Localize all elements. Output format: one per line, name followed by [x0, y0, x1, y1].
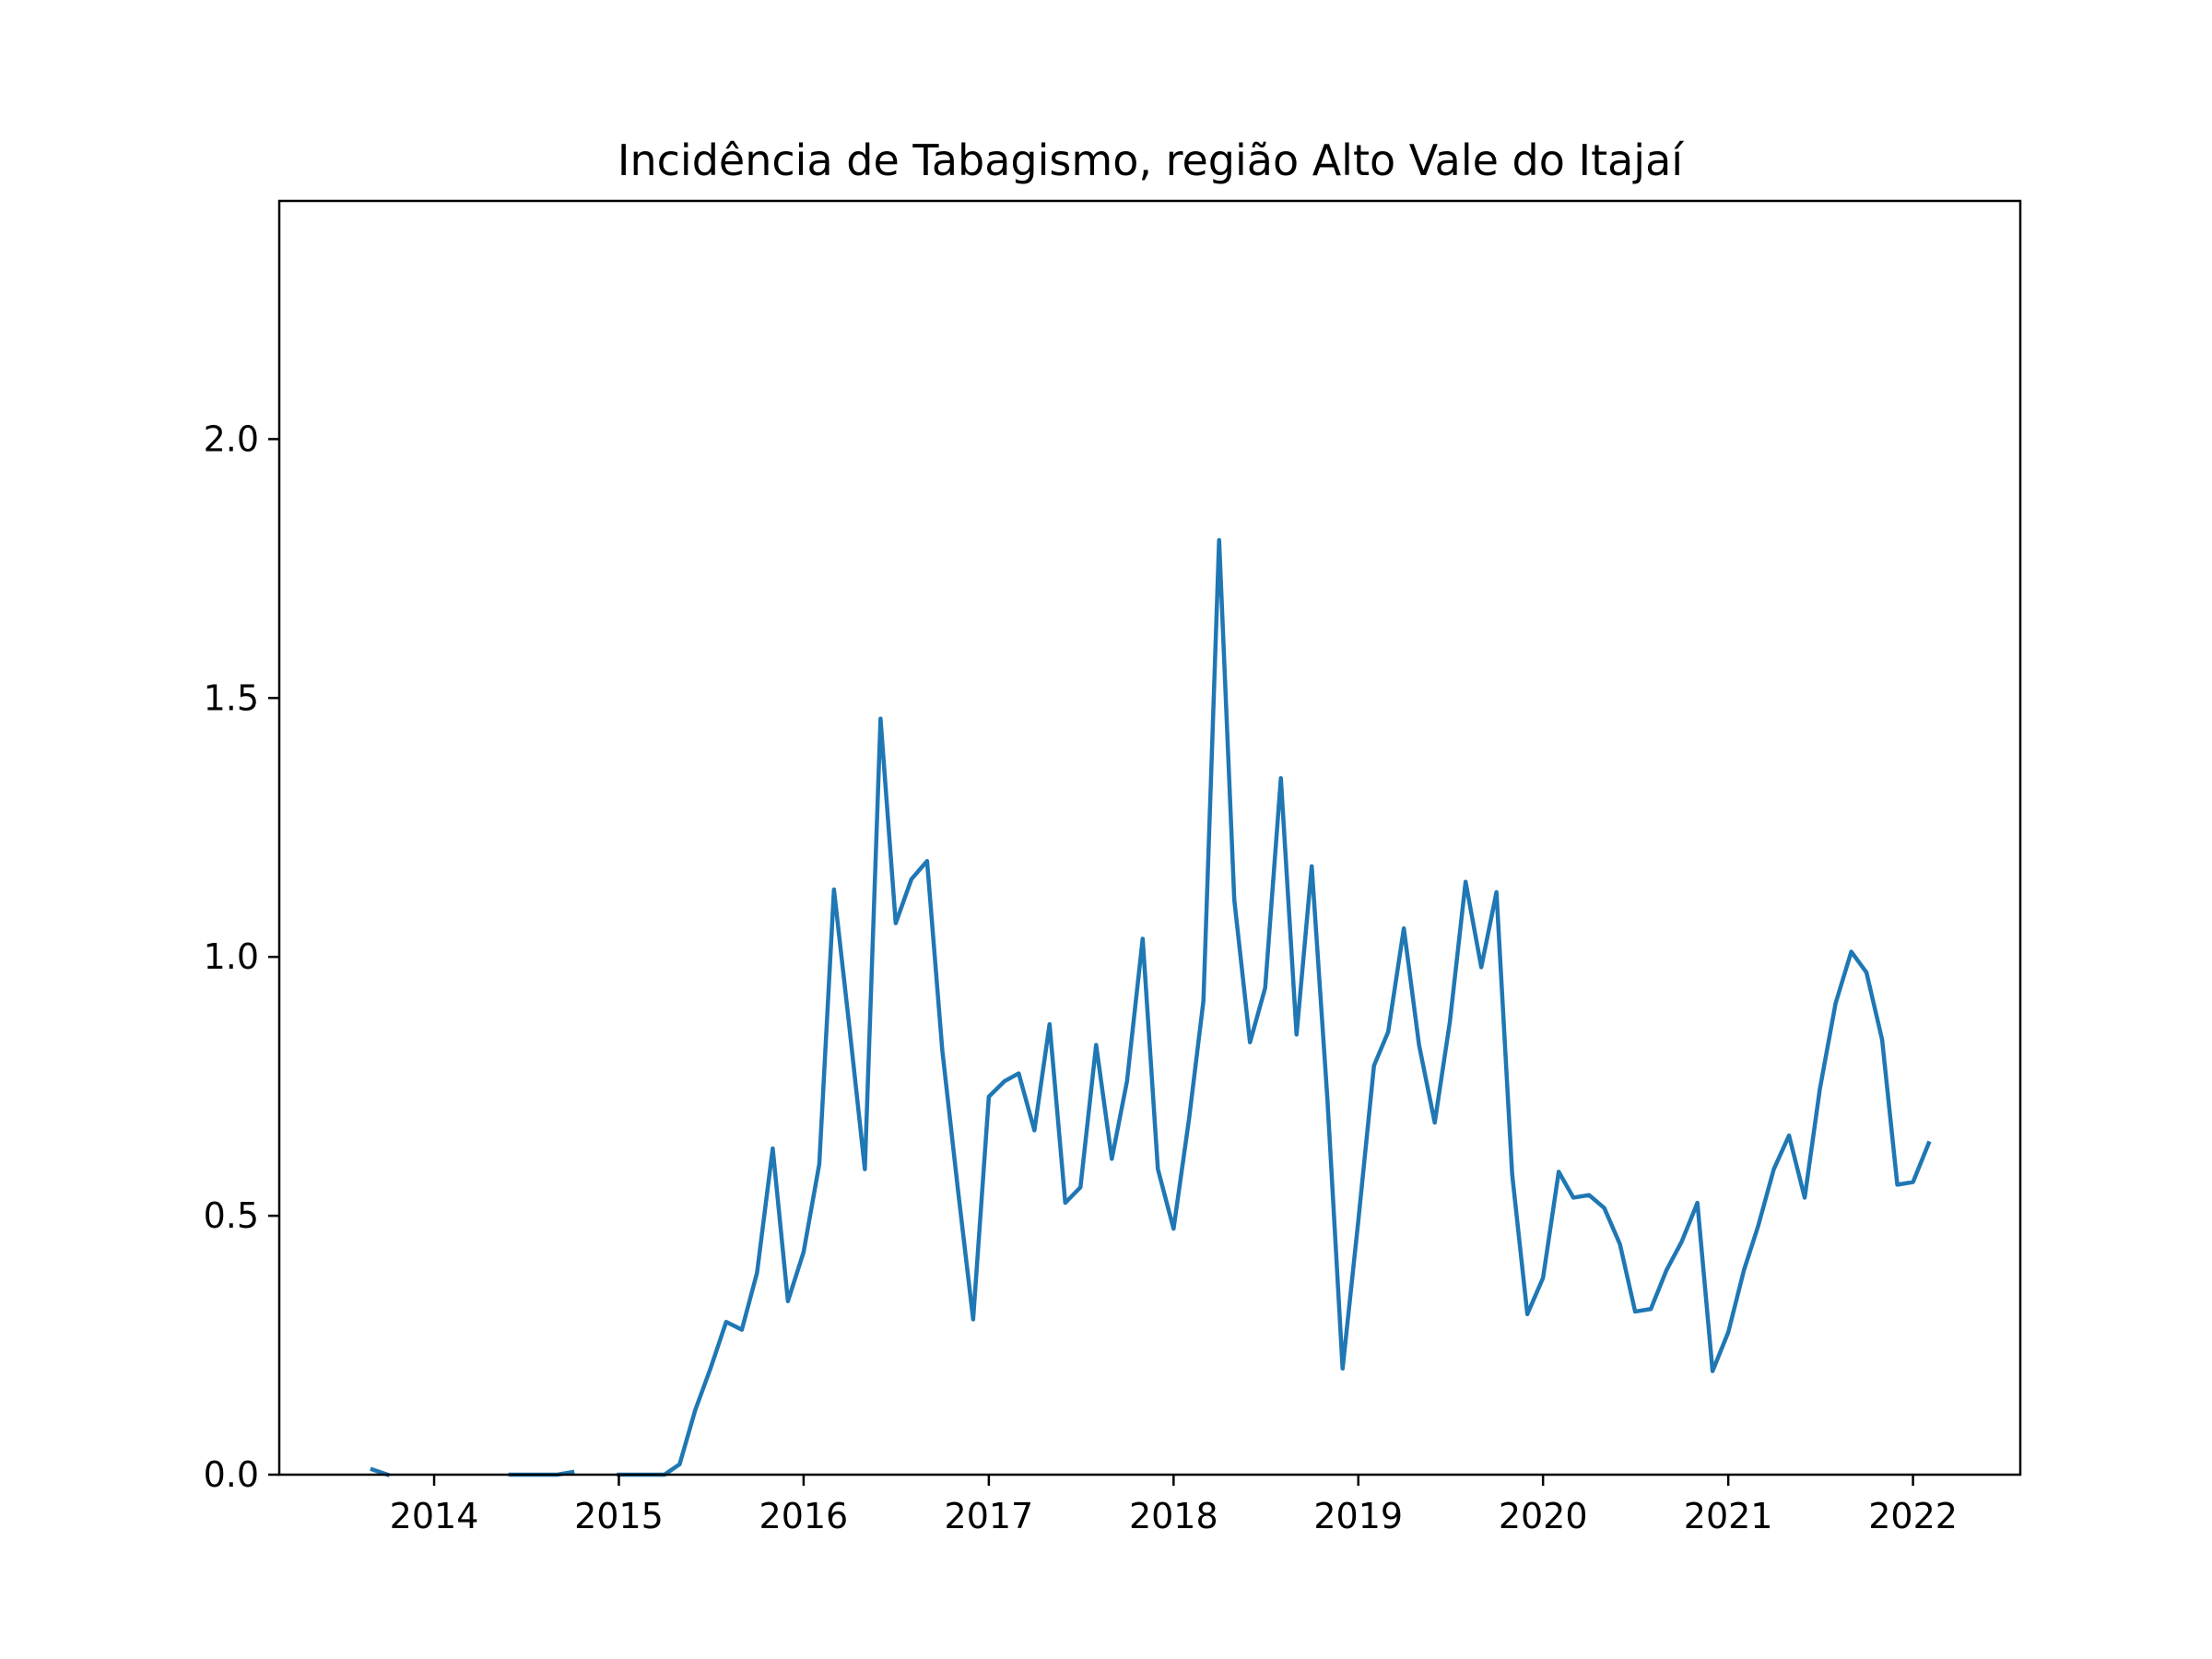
y-tick-label: 1.0	[204, 936, 259, 977]
chart-title: Incidência de Tabagismo, região Alto Val…	[618, 135, 1684, 185]
x-tick-label: 2020	[1499, 1496, 1588, 1536]
y-axis: 0.0 0.5 1.0 1.5 2.0	[204, 418, 279, 1495]
x-tick-label: 2014	[390, 1496, 479, 1536]
x-tick-label: 2018	[1129, 1496, 1218, 1536]
y-tick-label: 1.5	[204, 677, 259, 718]
x-tick-label: 2021	[1684, 1496, 1773, 1536]
x-tick-label: 2019	[1313, 1496, 1403, 1536]
y-tick-label: 0.0	[204, 1454, 259, 1495]
x-tick-label: 2016	[759, 1496, 849, 1536]
x-tick-label: 2015	[574, 1496, 664, 1536]
x-tick-label: 2022	[1868, 1496, 1958, 1536]
x-axis: 2014 2015 2016 2017 2018 2019 2020 2021 2022	[390, 1475, 1958, 1536]
x-tick-label: 2017	[945, 1496, 1034, 1536]
y-tick-label: 2.0	[204, 418, 259, 459]
y-tick-label: 0.5	[204, 1195, 259, 1236]
series-line-segment	[617, 537, 1932, 1477]
axes-frame	[277, 199, 2022, 1477]
